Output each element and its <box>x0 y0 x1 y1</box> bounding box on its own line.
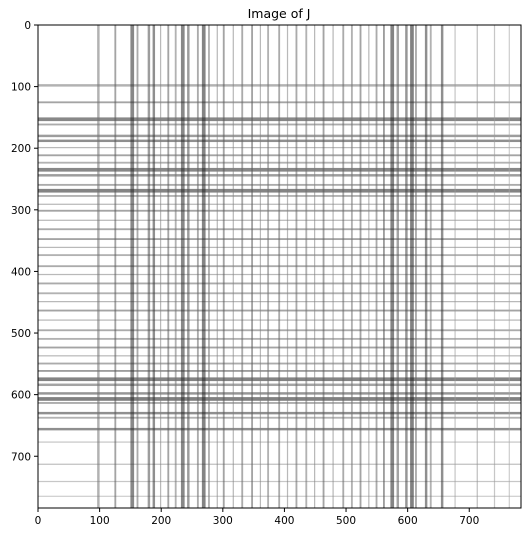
col-band-7 <box>167 25 170 508</box>
col-band-31 <box>368 25 370 508</box>
col-band-24 <box>305 25 308 508</box>
x-axis: 0 100 200 300 400 500 600 700 <box>35 508 479 527</box>
col-band-32 <box>375 25 378 508</box>
col-band-25 <box>314 25 316 508</box>
col-band-13 <box>208 25 210 508</box>
col-band-6 <box>159 25 162 508</box>
col-band-43 <box>476 25 478 508</box>
col-band-22 <box>286 25 289 508</box>
col-band-10 <box>187 25 190 508</box>
x-tick-label-7: 700 <box>459 515 479 527</box>
col-band-20 <box>267 25 270 508</box>
y-tick-label-5: 500 <box>11 328 31 340</box>
col-band-37 <box>410 25 414 508</box>
col-band-27 <box>332 25 334 508</box>
y-tick-label-3: 300 <box>11 205 31 217</box>
y-tick-label-2: 200 <box>11 143 31 155</box>
col-band-18 <box>251 25 254 508</box>
x-tick-label-1: 100 <box>90 515 110 527</box>
col-band-41 <box>440 25 444 508</box>
col-band-15 <box>222 25 225 508</box>
col-band-5 <box>152 25 156 508</box>
col-band-3 <box>136 25 139 508</box>
col-band-4 <box>147 25 151 508</box>
y-tick-label-1: 100 <box>11 82 31 94</box>
x-tick-label-5: 500 <box>336 515 356 527</box>
col-band-35 <box>396 25 400 508</box>
y-tick-label-4: 400 <box>11 266 31 278</box>
col-band-30 <box>359 25 362 508</box>
col-band-0 <box>97 25 100 508</box>
chart-title: Image of J <box>248 6 311 21</box>
x-tick-label-3: 300 <box>213 515 233 527</box>
y-axis: 0 100 200 300 400 500 600 700 <box>11 20 38 463</box>
col-band-39 <box>424 25 428 508</box>
col-band-9 <box>180 25 185 508</box>
col-band-17 <box>241 25 244 508</box>
col-band-1 <box>114 25 117 508</box>
col-band-28 <box>342 25 345 508</box>
plot-area <box>37 24 522 509</box>
col-band-2 <box>130 25 135 508</box>
col-band-33 <box>383 25 385 508</box>
col-band-40 <box>429 25 432 508</box>
y-tick-label-6: 600 <box>11 390 31 402</box>
col-band-36 <box>405 25 408 508</box>
col-band-44 <box>493 25 496 508</box>
col-band-45 <box>508 25 510 508</box>
x-tick-label-0: 0 <box>35 515 42 527</box>
heatmap-bands <box>38 25 521 508</box>
col-band-38 <box>415 25 417 508</box>
col-band-19 <box>259 25 262 508</box>
col-band-21 <box>278 25 281 508</box>
y-tick-label-7: 700 <box>11 451 31 463</box>
col-band-16 <box>232 25 234 508</box>
col-band-12 <box>201 25 206 508</box>
x-tick-label-6: 600 <box>398 515 418 527</box>
plot-frame <box>37 24 522 509</box>
x-tick-label-2: 200 <box>151 515 171 527</box>
col-band-29 <box>350 25 353 508</box>
col-band-11 <box>196 25 199 508</box>
col-band-23 <box>295 25 298 508</box>
col-band-14 <box>216 25 218 508</box>
y-tick-label-0: 0 <box>24 20 31 32</box>
x-tick-label-4: 400 <box>274 515 294 527</box>
col-band-34 <box>390 25 395 508</box>
col-band-42 <box>454 25 456 508</box>
col-band-26 <box>322 25 325 508</box>
col-band-8 <box>174 25 177 508</box>
